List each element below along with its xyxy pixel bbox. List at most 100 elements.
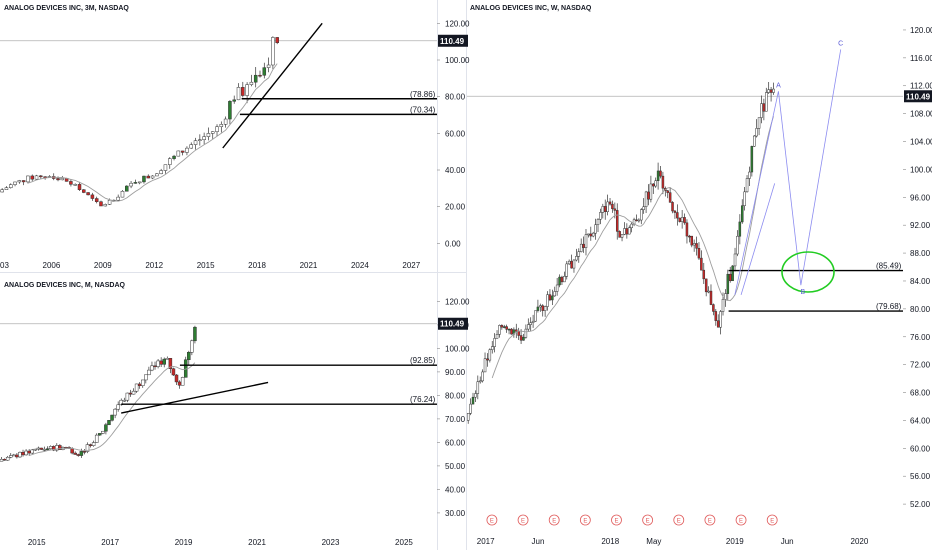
candle-body [150, 365, 154, 371]
candle-body [56, 178, 60, 181]
y-tick-label: 92.00 [910, 221, 931, 230]
monthly-chart-panel[interactable]: ANALOG DEVICES INC, M, NASDAQ 120.00 110.… [0, 282, 470, 547]
candle-body [113, 408, 117, 416]
candle-body [120, 191, 125, 198]
y-tick-label: 64.00 [910, 416, 931, 425]
candle-body [772, 88, 775, 93]
earnings-marker [611, 514, 622, 526]
candle-body [12, 454, 16, 457]
candle-body [172, 155, 176, 159]
candle-body [236, 87, 241, 101]
x-tick-label: 2003 [0, 261, 9, 270]
candle-body [142, 175, 146, 183]
candle-body [94, 434, 99, 443]
candle-body [769, 89, 773, 93]
candle-body [719, 311, 722, 328]
candle-body [45, 448, 50, 450]
y-tick-label: 50.00 [445, 462, 466, 471]
x-tick-label: 2017 [477, 537, 495, 546]
candle-body [503, 326, 506, 328]
candle-body [611, 203, 614, 210]
candle-body [275, 37, 279, 44]
candle-body [594, 224, 597, 234]
candle-body [567, 260, 571, 265]
candle-body [628, 227, 631, 235]
candle-body [712, 304, 715, 312]
candle-body [623, 228, 626, 235]
candle-body [649, 183, 653, 200]
y-tick-label: 80.00 [910, 305, 931, 314]
candle-body [21, 180, 26, 183]
target-zone-ellipse [781, 251, 835, 293]
candle-body [490, 346, 494, 350]
y-tick-label: 40.00 [445, 166, 466, 175]
x-tick-label: Jun [532, 537, 545, 546]
candle-body [652, 183, 655, 187]
candle-body [709, 290, 713, 305]
candle-body [731, 265, 734, 282]
candle-body [481, 371, 484, 382]
last-price-badge [904, 90, 932, 103]
candle-body [103, 204, 108, 207]
candle-body [116, 404, 120, 410]
candle-body [519, 335, 523, 341]
candle-body [48, 446, 53, 449]
candle-body [110, 414, 114, 421]
candle-body [615, 210, 619, 232]
y-tick-label: 40.00 [445, 485, 466, 494]
quarterly-chart-panel[interactable]: ANALOG DEVICES INC, 3M, NASDAQ 120.00 100… [0, 5, 470, 270]
candle-body [198, 139, 202, 141]
x-tick-label: May [646, 537, 661, 546]
candle-body [8, 455, 13, 458]
candle-body [601, 206, 605, 213]
x-tick-label: 2015 [28, 538, 46, 547]
candle-body [104, 424, 108, 432]
candle-body [692, 243, 696, 246]
candle-body [570, 260, 573, 269]
candle-body [599, 212, 602, 220]
abc-pattern-line [734, 49, 842, 296]
candle-body [4, 187, 9, 190]
earnings-marker [735, 514, 747, 526]
last-price-badge [438, 317, 468, 330]
candle-body [757, 117, 761, 129]
level-label: (85.49) [876, 262, 902, 271]
candle-body [155, 173, 159, 177]
candle-body [486, 358, 489, 361]
candle-body [618, 231, 621, 238]
last-price-badge [438, 34, 468, 47]
candle-body [755, 128, 758, 137]
candle-body [510, 328, 513, 335]
candle-body [144, 374, 148, 381]
candle-body [90, 194, 95, 199]
candle-body [591, 232, 595, 237]
candle-body [765, 92, 768, 112]
candle-body [707, 290, 710, 293]
last-price-label: 110.49 [906, 92, 931, 101]
x-tick-label: 2025 [395, 538, 413, 547]
y-tick-label: 30.00 [445, 509, 466, 518]
candle-body [579, 243, 583, 252]
candle-body [587, 233, 590, 236]
candle-body [159, 170, 163, 175]
candle-body [469, 403, 472, 414]
candle-body [24, 450, 28, 456]
y-tick-label: 0.00 [445, 239, 461, 248]
candle-body [116, 196, 120, 201]
y-tick-label: 88.00 [910, 249, 931, 258]
candle-body [507, 328, 511, 331]
candle-body [702, 269, 706, 280]
weekly-chart-panel[interactable]: ANALOG DEVICES INC, W, NASDAQ 120.00 116.… [466, 5, 932, 546]
candle-body [603, 206, 607, 212]
moving-average-line [27, 63, 278, 202]
candle-body [210, 131, 215, 134]
candle-body [101, 430, 105, 434]
earnings-marker [673, 514, 685, 526]
candle-body [241, 87, 245, 96]
candle-body [27, 450, 31, 454]
candle-body [661, 175, 665, 189]
candle-body [266, 64, 271, 68]
x-tick-label: 2021 [248, 538, 266, 547]
candle-body [678, 217, 681, 222]
